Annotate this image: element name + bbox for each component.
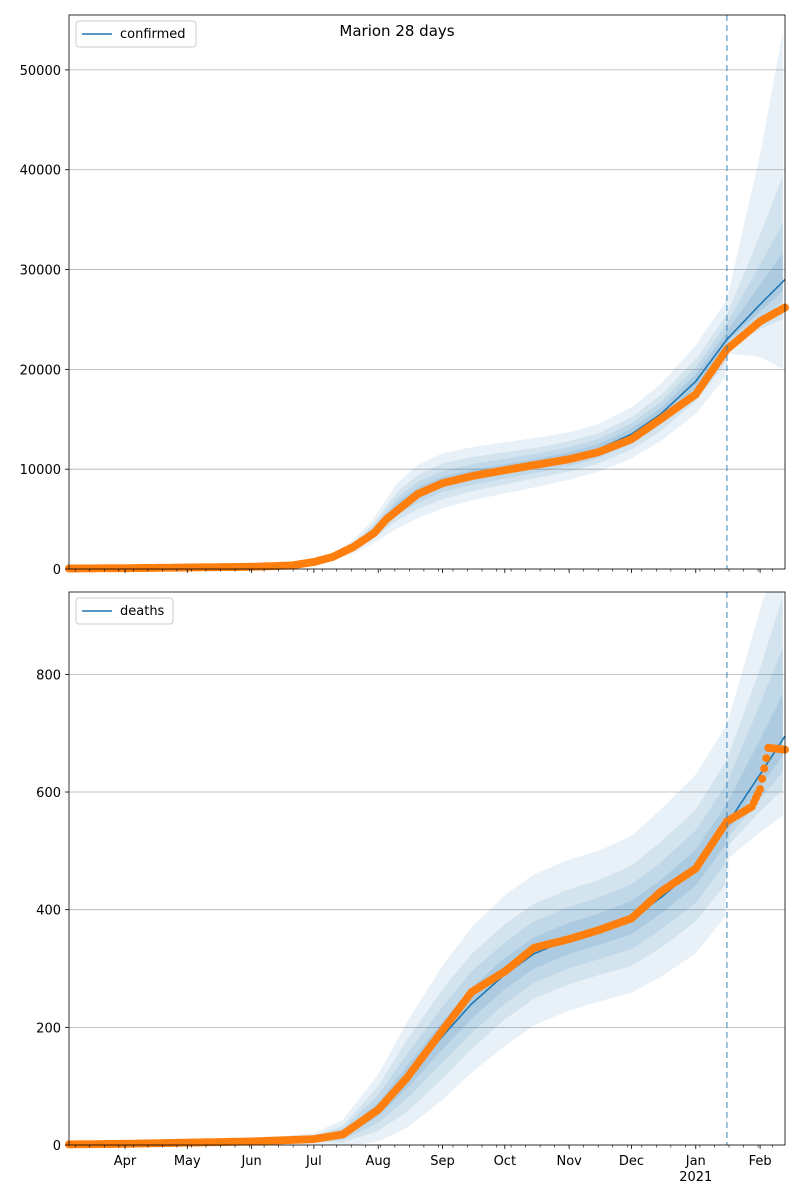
y-tick-label: 200 (36, 1021, 61, 1036)
x-tick-label: Nov (556, 1154, 582, 1169)
x-tick-label: Jun (240, 1154, 261, 1169)
confirmed-observed-points (65, 303, 789, 573)
figure-title: Marion 28 days (339, 22, 454, 40)
confirmed-legend: confirmed (75, 20, 197, 48)
deaths-y-axis: 0 200 400 600 800 (36, 668, 69, 1154)
y-tick-label: 50000 (20, 64, 61, 79)
x-tick-label: Jul (305, 1154, 322, 1169)
legend-box (75, 20, 197, 48)
x-tick-label: Feb (749, 1154, 772, 1169)
confirmed-y-axis: 0 10000 20000 30000 40000 50000 (20, 64, 69, 578)
uncertainty-band (69, 592, 783, 1145)
deaths-uncertainty-bands (69, 592, 783, 1145)
x-tick-label: May (174, 1154, 201, 1169)
observed-point (760, 764, 769, 773)
y-tick-label: 400 (36, 904, 61, 919)
observed-point (758, 774, 767, 783)
x-tick-label: Oct (494, 1154, 516, 1169)
x-tick-label: Aug (366, 1154, 391, 1169)
deaths-grid (69, 673, 785, 1028)
x-tick-label: Dec (619, 1154, 644, 1169)
x-tick-label: Jan (685, 1154, 706, 1169)
legend-label-deaths: deaths (120, 604, 165, 619)
uncertainty-band (69, 31, 783, 569)
confirmed-grid (69, 69, 785, 470)
y-tick-label: 0 (53, 1139, 61, 1154)
deaths-panel: 0 200 400 600 800 Apr May Jun Jul Aug Sep Oct Nov De… (36, 591, 789, 1185)
x-tick-label: Sep (430, 1154, 455, 1169)
y-tick-label: 0 (53, 563, 61, 578)
deaths-plot-frame (68, 591, 786, 1146)
confirmed-panel: 0 10000 20000 30000 40000 50000 confirmed (20, 14, 789, 578)
deaths-observed-points (65, 743, 789, 1149)
y-tick-label: 600 (36, 786, 61, 801)
y-tick-label: 10000 (20, 463, 61, 478)
confirmed-x-axis (74, 569, 773, 573)
deaths-legend: deaths (75, 597, 174, 625)
legend-box (75, 597, 174, 625)
x-tick-label: Apr (114, 1154, 137, 1169)
uncertainty-band (69, 647, 783, 1145)
uncertainty-band (69, 595, 783, 1145)
observed-point (756, 785, 765, 794)
confirmed-plot-frame (68, 14, 786, 570)
y-tick-label: 800 (36, 668, 61, 683)
y-tick-label: 20000 (20, 363, 61, 378)
observed-point (762, 754, 771, 763)
y-tick-label: 30000 (20, 264, 61, 279)
legend-label-confirmed: confirmed (120, 27, 186, 42)
y-tick-label: 40000 (20, 164, 61, 179)
x-tick-year-label: 2021 (679, 1170, 712, 1185)
